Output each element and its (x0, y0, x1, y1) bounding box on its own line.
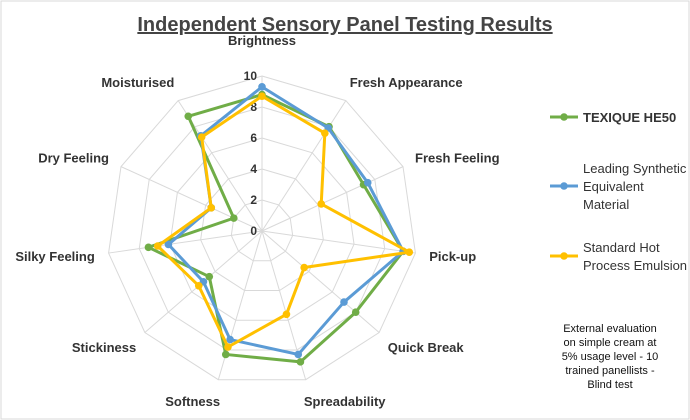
data-point (405, 248, 414, 256)
data-point (294, 350, 303, 359)
data-point (296, 358, 305, 366)
legend: TEXIQUE HE50 Leading Synthetic Equivalent M… (550, 110, 687, 273)
legend-label: Standard Hot Process Emulsion (583, 240, 687, 273)
grid-spoke (261, 230, 380, 333)
legend-marker (560, 252, 568, 260)
series-line (156, 94, 411, 349)
axis-label: Quick Break (388, 340, 465, 355)
grid-ring (138, 106, 386, 351)
series-line (146, 93, 405, 364)
data-point (351, 308, 360, 317)
tick-label: 10 (244, 69, 258, 83)
axis-label: Spreadability (304, 394, 386, 409)
grid-ring (108, 75, 416, 381)
radial-ticks: 0 2 4 6 8 10 (244, 69, 258, 238)
annotation-line: on simple cream at (564, 337, 657, 349)
tick-label: 4 (250, 162, 257, 176)
data-point (207, 204, 216, 212)
grid-ring (169, 137, 355, 321)
tick-label: 6 (250, 131, 257, 145)
data-point (258, 92, 266, 100)
data-point (340, 298, 348, 306)
axis-label: Softness (165, 394, 220, 409)
annotation-line: trained panellists - (565, 365, 655, 377)
grid-spoke (261, 100, 347, 232)
data-point (153, 242, 162, 250)
grid-spoke (261, 166, 404, 232)
data-point (226, 335, 234, 344)
series-group (153, 92, 414, 351)
data-point (230, 214, 238, 222)
grid-spoke (120, 166, 263, 232)
data-point (197, 133, 206, 141)
data-point (221, 350, 230, 359)
grid-spoke (108, 230, 263, 254)
legend-item: Leading Synthetic Equivalent Material (550, 161, 687, 212)
annotation-line: External evaluation (563, 323, 657, 335)
data-point (321, 129, 329, 138)
series-layer (144, 83, 414, 366)
axis-label: Pick-up (429, 249, 476, 264)
data-point (363, 178, 372, 187)
annotation-line: 5% usage level - 10 (562, 351, 659, 363)
axis-labels: Brightness Fresh Appearance Fresh Feeling P… (15, 33, 499, 409)
legend-item: TEXIQUE HE50 (550, 110, 676, 125)
data-point (300, 263, 308, 272)
annotation-line: Blind test (587, 379, 632, 391)
axis-label: Fresh Feeling (415, 150, 500, 165)
annotation-note: External evaluation on simple cream at 5% … (562, 323, 659, 391)
data-point (224, 343, 232, 351)
axis-label: Fresh Appearance (350, 75, 463, 90)
tick-label: 2 (250, 193, 257, 207)
tick-label: 8 (250, 100, 257, 114)
grid-spoke (261, 230, 416, 254)
tick-label: 0 (250, 224, 257, 238)
chart-title: Independent Sensory Panel Testing Result… (137, 14, 552, 36)
data-point (317, 200, 326, 208)
data-point (205, 272, 214, 281)
legend-label: Leading Synthetic Equivalent Material (583, 161, 687, 212)
legend-item: Standard Hot Process Emulsion (550, 240, 687, 273)
axis-label: Stickiness (72, 340, 136, 355)
data-point (194, 282, 203, 290)
legend-label: TEXIQUE HE50 (583, 110, 676, 125)
axis-label: Brightness (228, 33, 296, 48)
data-point (164, 240, 173, 249)
legend-marker (560, 182, 568, 190)
axis-label: Silky Feeling (15, 249, 95, 264)
data-point (184, 112, 193, 121)
axis-label: Moisturised (101, 75, 174, 90)
data-point (258, 83, 266, 91)
axis-label: Dry Feeling (38, 150, 109, 165)
data-point (282, 310, 291, 319)
data-point (144, 243, 153, 252)
legend-marker (560, 113, 568, 121)
